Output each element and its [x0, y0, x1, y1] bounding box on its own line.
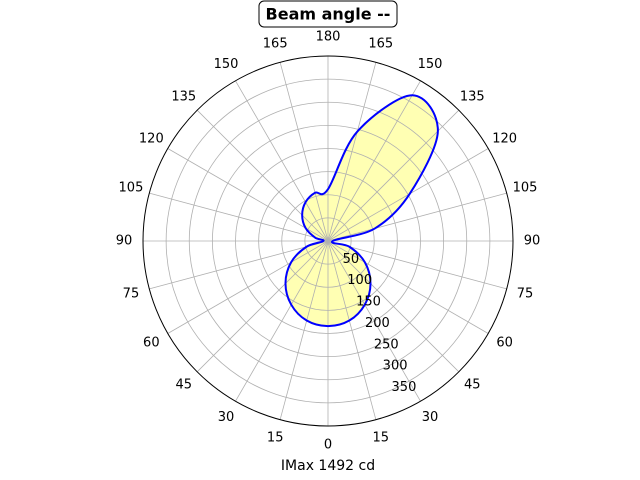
grid-spoke — [235, 240, 329, 402]
grid-spoke — [196, 240, 329, 373]
theta-tick-label: 135 — [171, 89, 196, 104]
r-tick-label: 300 — [383, 359, 408, 374]
theta-tick-label: 120 — [139, 132, 164, 147]
theta-tick-label: 165 — [368, 36, 393, 51]
grid-spoke — [327, 240, 460, 373]
grid-spoke — [149, 192, 329, 242]
polar-spine — [142, 55, 514, 427]
grid-spoke — [167, 148, 329, 242]
theta-tick-label: 90 — [524, 234, 541, 249]
theta-tick-label: 15 — [373, 431, 390, 446]
theta-tick-label: 75 — [517, 286, 534, 301]
theta-tick-label: 105 — [513, 181, 538, 196]
r-tick-label: 200 — [365, 316, 390, 331]
theta-tick-label: 75 — [123, 286, 140, 301]
grid-spoke — [327, 240, 489, 334]
theta-tick-label: 60 — [143, 336, 160, 351]
area-fill — [285, 95, 438, 327]
theta-tick-label: 15 — [267, 431, 284, 446]
theta-tick-label: 45 — [175, 378, 192, 393]
title-box — [258, 0, 398, 28]
r-tick-label: 250 — [374, 337, 399, 352]
grid-spoke — [279, 62, 329, 242]
x-axis-label: IMax 1492 cd — [281, 458, 375, 474]
theta-tick-label: 165 — [263, 36, 288, 51]
grid-spoke — [149, 240, 329, 290]
chart-title: Beam angle -- — [266, 5, 391, 24]
grid-spoke — [279, 240, 329, 420]
theta-tick-label: 0 — [324, 438, 332, 453]
grid-spoke — [235, 80, 329, 242]
r-tick-label: 350 — [392, 380, 417, 395]
grid-spoke — [327, 240, 377, 420]
grid-spoke — [167, 240, 329, 334]
grid-spoke — [327, 240, 507, 290]
grid-spoke — [327, 80, 421, 242]
grid-spoke — [327, 240, 421, 402]
theta-tick-label: 30 — [422, 410, 439, 425]
theta-tick-label: 180 — [316, 30, 341, 45]
theta-tick-label: 150 — [214, 57, 239, 72]
grid-spoke — [327, 62, 377, 242]
grid-spoke — [196, 109, 329, 242]
theta-tick-label: 120 — [492, 132, 517, 147]
theta-tick-label: 135 — [460, 89, 485, 104]
theta-tick-label: 150 — [418, 57, 443, 72]
theta-tick-label: 30 — [218, 410, 235, 425]
theta-tick-label: 105 — [119, 181, 144, 196]
theta-tick-label: 90 — [116, 234, 133, 249]
theta-tick-label: 60 — [496, 336, 513, 351]
curve — [284, 94, 439, 328]
r-tick-label: 50 — [343, 252, 360, 267]
theta-tick-label: 45 — [464, 378, 481, 393]
r-tick-label: 100 — [347, 273, 372, 288]
grid-spoke — [327, 192, 507, 242]
r-tick-label: 150 — [356, 295, 381, 310]
